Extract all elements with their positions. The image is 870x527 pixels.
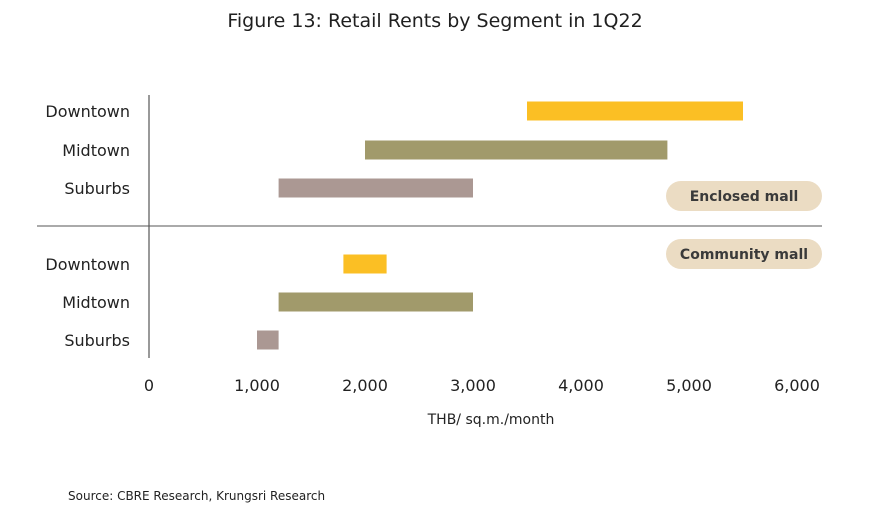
x-tick-label: 6,000: [774, 376, 820, 395]
group-badge: [666, 181, 822, 211]
category-label: Suburbs: [64, 179, 130, 198]
range-bar: [278, 292, 473, 312]
category-label: Suburbs: [64, 331, 130, 350]
source-note: Source: CBRE Research, Krungsri Research: [68, 489, 326, 503]
x-tick-label: 4,000: [558, 376, 604, 395]
x-tick-label: 0: [144, 376, 154, 395]
x-tick-label: 5,000: [666, 376, 712, 395]
group-badge-label: Enclosed mall: [690, 189, 799, 205]
category-label: Midtown: [62, 141, 130, 160]
group-badge-label: Community mall: [680, 247, 808, 263]
group-badge: [666, 239, 822, 269]
x-tick-label: 2,000: [342, 376, 388, 395]
x-tick-label: 1,000: [234, 376, 280, 395]
category-label: Downtown: [45, 255, 130, 274]
range-bar: [278, 178, 473, 198]
chart-title: Figure 13: Retail Rents by Segment in 1Q…: [227, 10, 643, 32]
range-bar: [257, 330, 279, 350]
category-label: Downtown: [45, 102, 130, 121]
x-axis-label: THB/ sq.m./month: [427, 412, 555, 428]
range-bar: [365, 140, 668, 160]
range-bar: [343, 254, 387, 274]
range-bar: [527, 101, 743, 121]
category-label: Midtown: [62, 293, 130, 312]
x-tick-label: 3,000: [450, 376, 496, 395]
